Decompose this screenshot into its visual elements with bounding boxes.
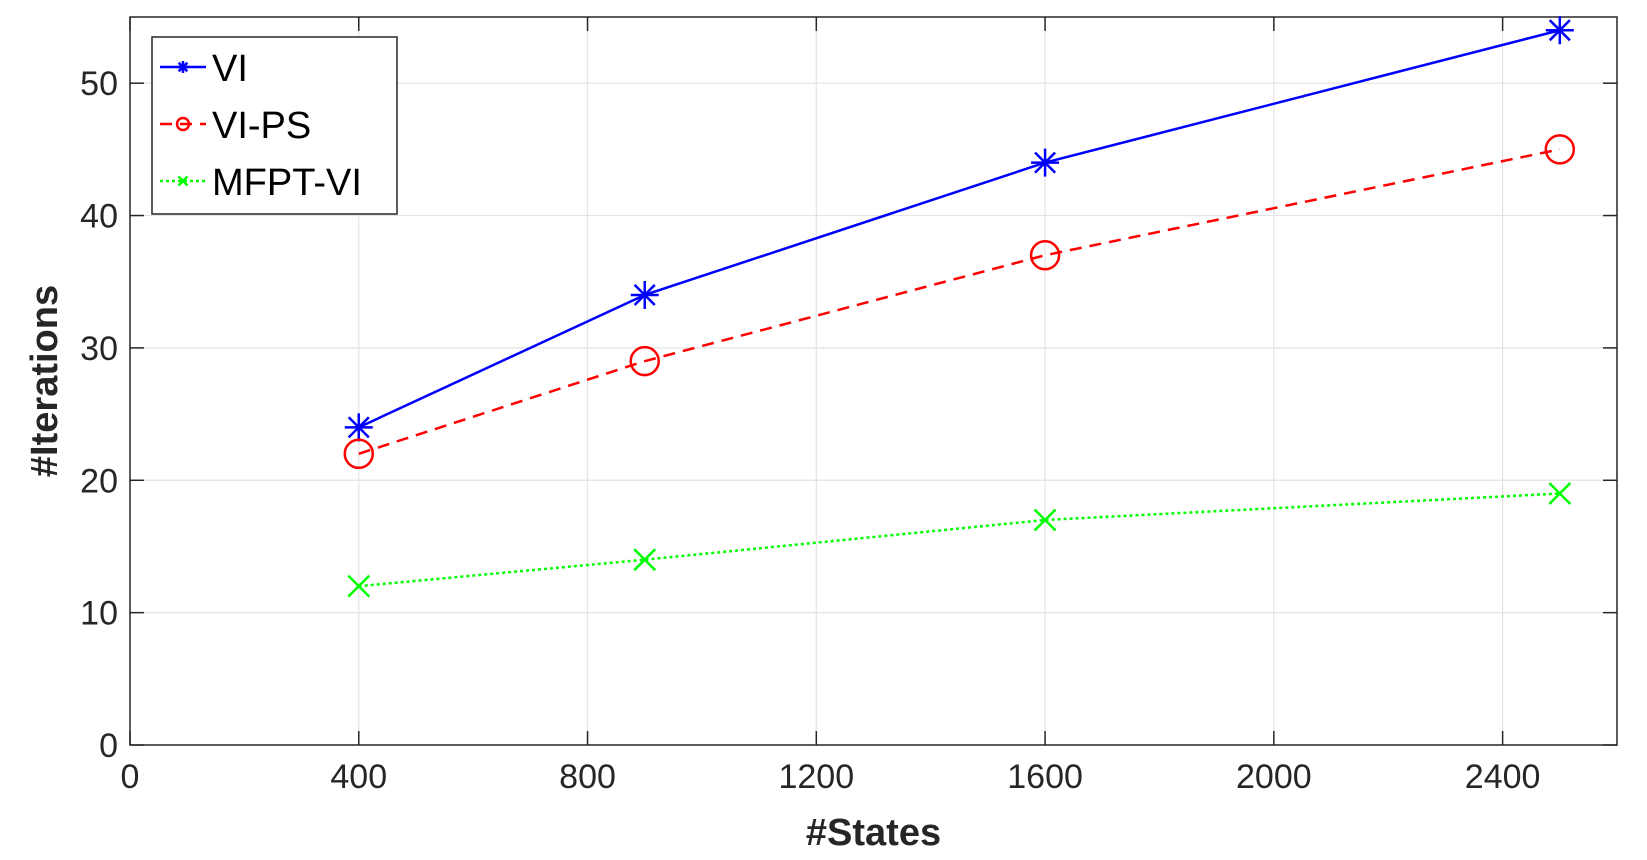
x-tick-label: 0 <box>121 758 140 796</box>
legend-item: MFPT-VI <box>160 162 362 204</box>
y-tick-label: 50 <box>80 65 118 103</box>
legend-item: VI <box>160 48 248 90</box>
y-tick-label: 40 <box>80 198 118 236</box>
axis-ticks <box>129 17 1617 746</box>
marker-circle <box>1544 134 1576 165</box>
marker-asterisk <box>1031 148 1060 177</box>
marker-cross <box>633 548 657 572</box>
series-line <box>358 148 1561 455</box>
x-tick-label: 800 <box>559 758 616 796</box>
legend-label: MFPT-VI <box>212 162 362 204</box>
legend-label: VI-PS <box>212 105 311 147</box>
legend: VI VI-PS MFPT-VI <box>151 36 398 215</box>
x-tick-label: 1200 <box>778 758 854 796</box>
series-line <box>358 29 1561 429</box>
legend-item: VI-PS <box>160 105 311 147</box>
legend-label: VI <box>212 48 248 90</box>
marker-circle <box>175 116 191 132</box>
marker-cross <box>347 574 371 598</box>
plot-area-frame <box>129 16 1618 746</box>
marker-cross <box>177 175 189 187</box>
y-tick-label: 0 <box>99 727 118 765</box>
series-mfpt-vi <box>347 482 1572 598</box>
x-tick-labels: 0 400 800 1200 1600 2000 2400 <box>121 758 1541 796</box>
marker-circle <box>1029 240 1061 271</box>
series-vi <box>344 16 1574 442</box>
y-tick-label: 20 <box>80 462 118 500</box>
x-tick-label: 2400 <box>1465 758 1541 796</box>
series-vi-ps <box>343 134 1576 470</box>
x-tick-label: 1600 <box>1007 758 1083 796</box>
marker-cross <box>1548 482 1572 505</box>
marker-cross <box>1033 508 1057 532</box>
x-tick-label: 400 <box>330 758 387 796</box>
y-axis-title: #Iterations <box>24 285 66 477</box>
y-tick-labels: 0 10 20 30 40 50 <box>80 65 118 765</box>
marker-asterisk <box>177 61 189 73</box>
marker-circle <box>629 345 660 377</box>
marker-circle <box>343 438 375 470</box>
marker-asterisk <box>1545 16 1574 45</box>
marker-asterisk <box>344 413 373 442</box>
series-line <box>358 492 1560 588</box>
y-tick-label: 10 <box>80 595 118 633</box>
x-tick-label: 2000 <box>1236 758 1312 796</box>
marker-asterisk <box>630 280 659 309</box>
y-tick-label: 30 <box>80 330 118 368</box>
series <box>343 16 1576 598</box>
x-axis-title: #States <box>806 812 941 854</box>
